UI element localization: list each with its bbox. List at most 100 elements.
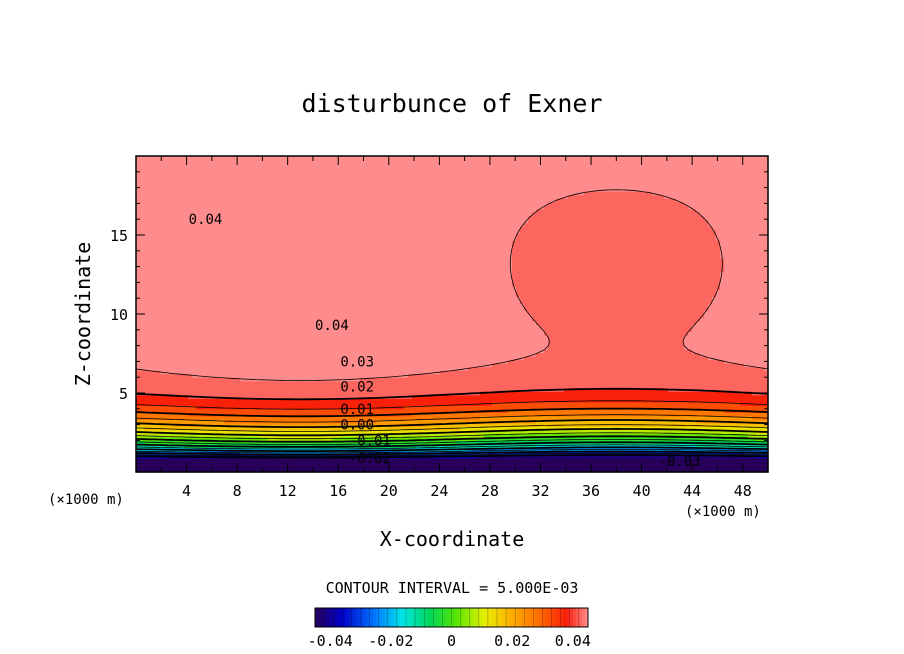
field-cell [268,180,273,185]
field-cell [156,187,161,192]
field-cell [320,324,325,329]
field-cell [296,461,301,466]
field-cell [276,380,281,385]
field-cell [292,349,297,354]
field-cell [204,303,209,308]
field-cell [248,317,253,322]
field-cell [304,261,309,266]
field-cell [264,173,269,178]
field-cell [208,352,213,357]
field-cell [168,405,173,410]
field-cell [312,296,317,301]
field-cell [288,324,293,329]
field-cell [152,366,157,371]
field-cell [296,180,301,185]
field-cell [320,243,325,248]
field-cell [280,240,285,245]
field-cell [148,219,153,224]
field-cell [172,243,177,248]
field-cell [272,243,277,248]
field-cell [340,335,345,340]
field-cell [272,229,277,234]
field-cell [136,289,141,294]
field-cell [276,159,281,164]
field-cell [228,447,233,452]
field-cell [168,296,173,301]
field-cell [192,363,197,368]
field-cell [284,229,289,234]
field-cell [340,328,345,333]
field-cell [156,254,161,259]
field-cell [352,405,357,410]
field-cell [328,212,333,217]
field-cell [172,166,177,171]
field-cell [172,366,177,371]
field-cell [252,363,257,368]
field-cell [212,436,217,441]
field-cell [156,419,161,424]
field-cell [192,187,197,192]
field-cell [156,349,161,354]
field-cell [252,296,257,301]
field-cell [280,163,285,168]
field-cell [288,457,293,463]
field-cell [220,212,225,217]
field-cell [256,156,261,161]
field-cell [224,222,229,227]
field-cell [164,170,169,175]
field-cell [140,282,145,287]
field-cell [328,289,333,294]
field-cell [304,468,309,473]
field-cell [268,303,273,308]
field-cell [352,306,357,312]
field-cell [284,328,289,333]
field-cell [248,205,253,210]
field-cell [292,268,297,273]
field-cell [244,215,249,220]
field-cell [152,394,157,399]
field-cell [292,373,297,378]
field-cell [356,429,361,434]
field-cell [304,289,309,294]
field-cell [332,352,337,357]
field-cell [352,268,357,273]
field-cell [148,338,153,343]
field-cell [148,194,153,199]
field-cell [336,236,341,241]
field-cell [344,408,349,413]
field-cell [228,177,233,182]
field-cell [188,215,193,220]
field-cell [308,412,313,417]
field-cell [168,321,173,326]
field-cell [224,401,229,406]
field-cell [312,194,317,199]
field-cell [212,166,217,171]
field-cell [240,345,245,350]
field-cell [180,226,185,231]
field-cell [188,436,193,441]
field-cell [172,461,177,466]
field-cell [236,289,241,294]
field-cell [276,282,281,287]
field-cell [300,366,305,371]
field-cell [156,271,161,276]
field-cell [352,159,357,164]
field-cell [232,254,237,259]
field-cell [316,377,321,382]
field-cell [168,408,173,413]
field-cell [344,342,349,347]
field-cell [300,278,305,283]
field-cell [144,271,149,276]
field-cell [156,324,161,329]
field-cell [216,422,221,427]
field-cell [160,380,165,385]
field-cell [136,331,141,336]
field-cell [272,419,277,424]
field-cell [184,268,189,273]
field-cell [280,222,285,227]
field-cell [312,247,317,252]
field-cell [284,321,289,326]
field-cell [328,240,333,245]
field-cell [288,212,293,217]
field-cell [140,370,145,375]
